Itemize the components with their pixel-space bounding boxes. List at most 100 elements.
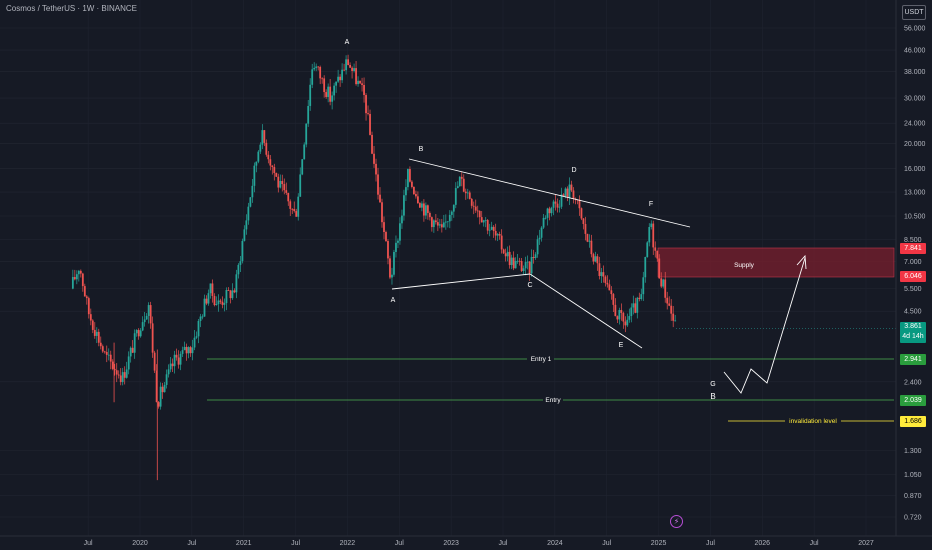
y-tick-label: 46.000 [904, 48, 926, 55]
candle-body [401, 215, 403, 224]
candle-body [662, 279, 665, 287]
candle-body [424, 205, 427, 216]
candle-body [371, 134, 373, 154]
candle-body [153, 352, 156, 371]
candle-body [285, 190, 288, 193]
candle-body [496, 234, 499, 236]
supply-bottom-price-label: 6.046 [900, 271, 926, 282]
invalidation-price-label: 1.686 [900, 416, 926, 427]
candle-body [538, 237, 541, 240]
candle-body [656, 250, 659, 259]
candle-body [131, 347, 134, 353]
candle-body [514, 261, 517, 269]
candle-body [237, 264, 240, 275]
y-tick-label: 38.000 [904, 69, 926, 76]
x-tick-label: 2027 [858, 540, 874, 547]
price-axis[interactable]: 56.000 46.000 38.000 30.000 24.000 20.000 16.0… [904, 26, 926, 522]
candle-body [428, 212, 431, 218]
candle-body [640, 294, 643, 300]
candle-body [430, 217, 433, 228]
invalidation-label-bg [785, 416, 841, 425]
candle-body [518, 260, 521, 262]
candle-body [345, 59, 347, 71]
candle-body [309, 84, 312, 106]
triangle-upper-line [408, 158, 691, 228]
candle-body [91, 320, 94, 330]
candle-body [383, 222, 385, 232]
candle-body [369, 113, 371, 135]
candle-body [205, 298, 208, 304]
candle-body [506, 251, 509, 257]
candle-body [397, 240, 399, 243]
y-tick-label: 2.400 [904, 379, 922, 386]
candle-body [141, 322, 144, 331]
candle-body [522, 268, 525, 271]
candle-body [666, 297, 669, 304]
x-tick-label: Jul [395, 540, 404, 547]
candle-body [151, 323, 154, 353]
candle-body [642, 277, 645, 295]
entry-label: Entry [545, 397, 561, 404]
candle-body [436, 222, 439, 226]
candle-body [183, 346, 186, 351]
x-tick-label: Jul [291, 540, 300, 547]
candle-body [610, 290, 613, 295]
candle-body [389, 258, 391, 278]
candle-body [313, 67, 316, 70]
candle-body [464, 191, 467, 194]
candle-body [209, 283, 212, 294]
candle-body [249, 197, 252, 207]
candle-body [484, 220, 487, 221]
candle-body [293, 209, 296, 212]
candle-body [125, 369, 128, 378]
x-tick-label: 2021 [236, 540, 252, 547]
candle-body [526, 261, 529, 263]
candle-body [231, 290, 234, 299]
candle-body [275, 172, 278, 177]
candle-body [528, 261, 531, 274]
label-d: D [571, 167, 576, 174]
candle-body [672, 313, 675, 321]
candle-body [93, 329, 96, 336]
candle-body [367, 113, 369, 114]
candle-body [229, 290, 232, 299]
candle-body [592, 254, 595, 262]
candle-body [95, 331, 98, 336]
candle-body [89, 314, 92, 321]
candle-body [482, 220, 485, 223]
candle-body [413, 186, 415, 195]
zone-labels: Supply Entry 1 Entry invalidation level [527, 262, 841, 425]
candle-body [71, 277, 74, 289]
candle-body [381, 202, 383, 223]
candle-body [636, 297, 639, 313]
candle-body [602, 272, 605, 277]
candle-body [650, 223, 653, 227]
candle-body [135, 329, 138, 334]
candle-body [171, 363, 174, 367]
candle-body [193, 337, 196, 348]
candle-body [474, 206, 477, 211]
time-axis[interactable]: Jul 2020 Jul 2021 Jul 2022 Jul 2023 Jul 2024 Jul 20… [84, 540, 874, 547]
candle-body [630, 307, 633, 317]
candle-body [123, 372, 126, 378]
entry-label-bg [543, 395, 563, 404]
candle-body [608, 284, 611, 291]
candle-body [233, 290, 236, 293]
candle-body [143, 319, 146, 323]
candle-body [289, 201, 292, 209]
candle-body [548, 208, 551, 214]
symbol-title[interactable]: Cosmos / TetherUS · 1W · BINANCE [6, 4, 137, 13]
candle-body [604, 276, 607, 283]
candle-body [444, 221, 447, 223]
candle-body [600, 272, 603, 276]
candle-body [616, 316, 619, 320]
currency-button[interactable]: USDT [902, 5, 926, 20]
candle-body [201, 316, 204, 318]
candle-body [137, 329, 140, 337]
candle-body [145, 315, 148, 320]
candle-body [628, 316, 631, 320]
candle-body [167, 369, 170, 375]
candle-body [472, 205, 475, 207]
lightning-icon[interactable]: ⚡ [670, 515, 683, 528]
